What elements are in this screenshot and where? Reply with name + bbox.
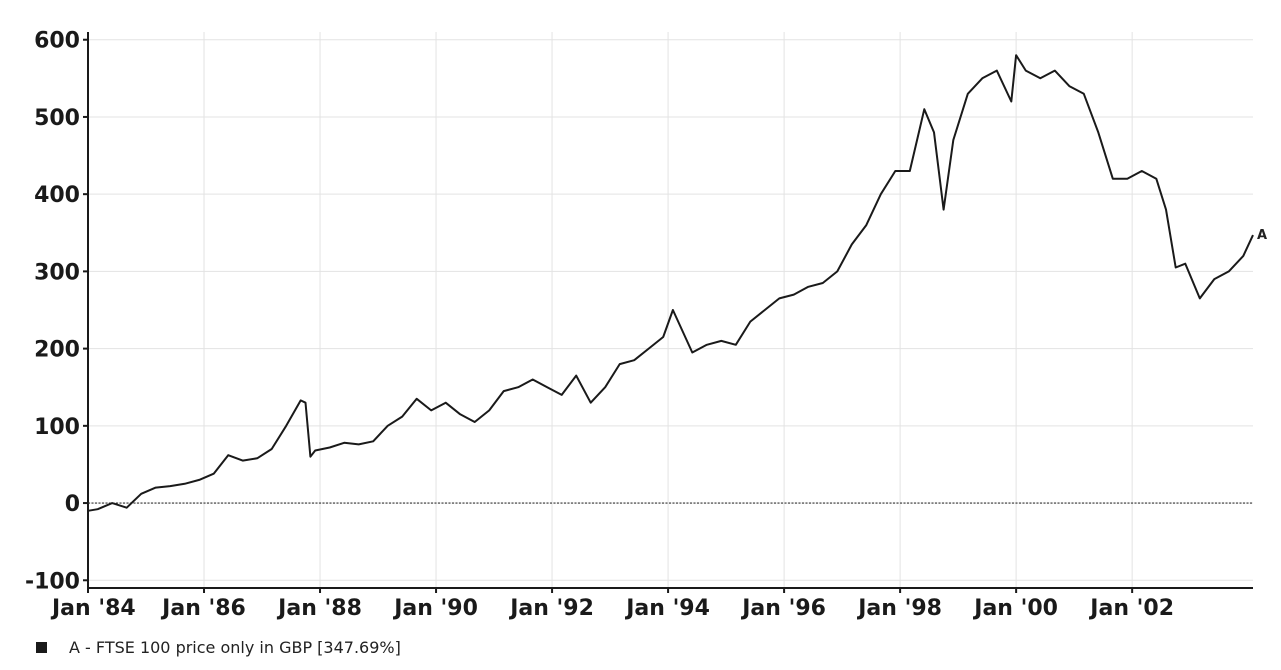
y-tick-label: -100 (25, 569, 80, 594)
series-line (87, 54, 1254, 512)
x-tick-label: Jan '02 (1088, 596, 1174, 621)
x-tick-label: Jan '96 (740, 596, 826, 621)
x-tick-label: Jan '88 (276, 596, 362, 621)
line-chart: -100 0 100 200 300 400 500 600 Jan '84 Jan '86 Jan… (25, 29, 1267, 621)
x-tick-label: Jan '90 (392, 596, 478, 621)
y-tick-label: 0 (65, 492, 80, 517)
legend-label: A - FTSE 100 price only in GBP [347.69%] (69, 638, 401, 657)
y-tick-label: 200 (34, 338, 80, 363)
x-tick-label: Jan '98 (856, 596, 942, 621)
x-tick-label: Jan '84 (50, 596, 136, 621)
y-tick-label: 600 (34, 29, 80, 54)
x-tick-label: Jan '00 (972, 596, 1058, 621)
y-tick-label: 400 (34, 183, 80, 208)
legend-swatch (36, 642, 47, 653)
x-tick-label: Jan '86 (160, 596, 246, 621)
tick-labels: -100 0 100 200 300 400 500 600 Jan '84 Jan '86 Jan… (25, 29, 1267, 621)
x-tick-label: Jan '94 (624, 596, 710, 621)
series-end-label: A (1257, 228, 1267, 243)
chart-svg: -100 0 100 200 300 400 500 600 Jan '84 Jan '86 Jan… (25, 29, 1267, 621)
legend: A - FTSE 100 price only in GBP [347.69%] (36, 638, 401, 657)
y-tick-label: 100 (34, 415, 80, 440)
axes (83, 32, 1253, 593)
grid-lines (87, 32, 1253, 588)
x-tick-label: Jan '92 (508, 596, 594, 621)
y-tick-label: 500 (34, 106, 80, 131)
y-tick-label: 300 (34, 260, 80, 285)
series-layer (87, 54, 1254, 512)
